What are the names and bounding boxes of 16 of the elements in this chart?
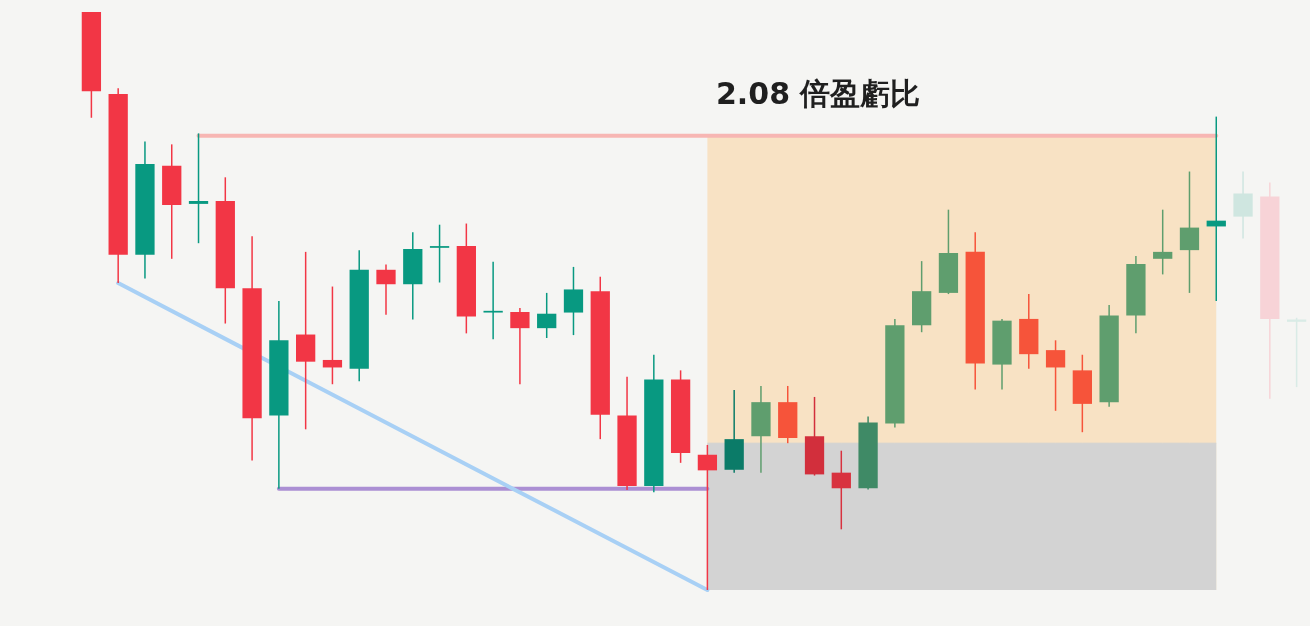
- candlestick: [1286, 317, 1307, 388]
- candlestick: [697, 444, 718, 591]
- candlestick: [322, 285, 343, 385]
- candlestick: [510, 307, 530, 385]
- candlestick: [1153, 208, 1173, 276]
- candlestick: [429, 223, 450, 284]
- candlestick: [537, 292, 557, 339]
- annotation: 2.08 倍盈虧比: [716, 75, 921, 111]
- candlestick: [563, 266, 584, 336]
- candlestick: [376, 263, 396, 316]
- candlestick: [1233, 170, 1253, 240]
- candlestick: [188, 132, 209, 244]
- candlestick: [1045, 339, 1066, 412]
- candlestick: [1179, 170, 1200, 294]
- candlestick: [483, 260, 503, 340]
- candlestick: [831, 449, 851, 531]
